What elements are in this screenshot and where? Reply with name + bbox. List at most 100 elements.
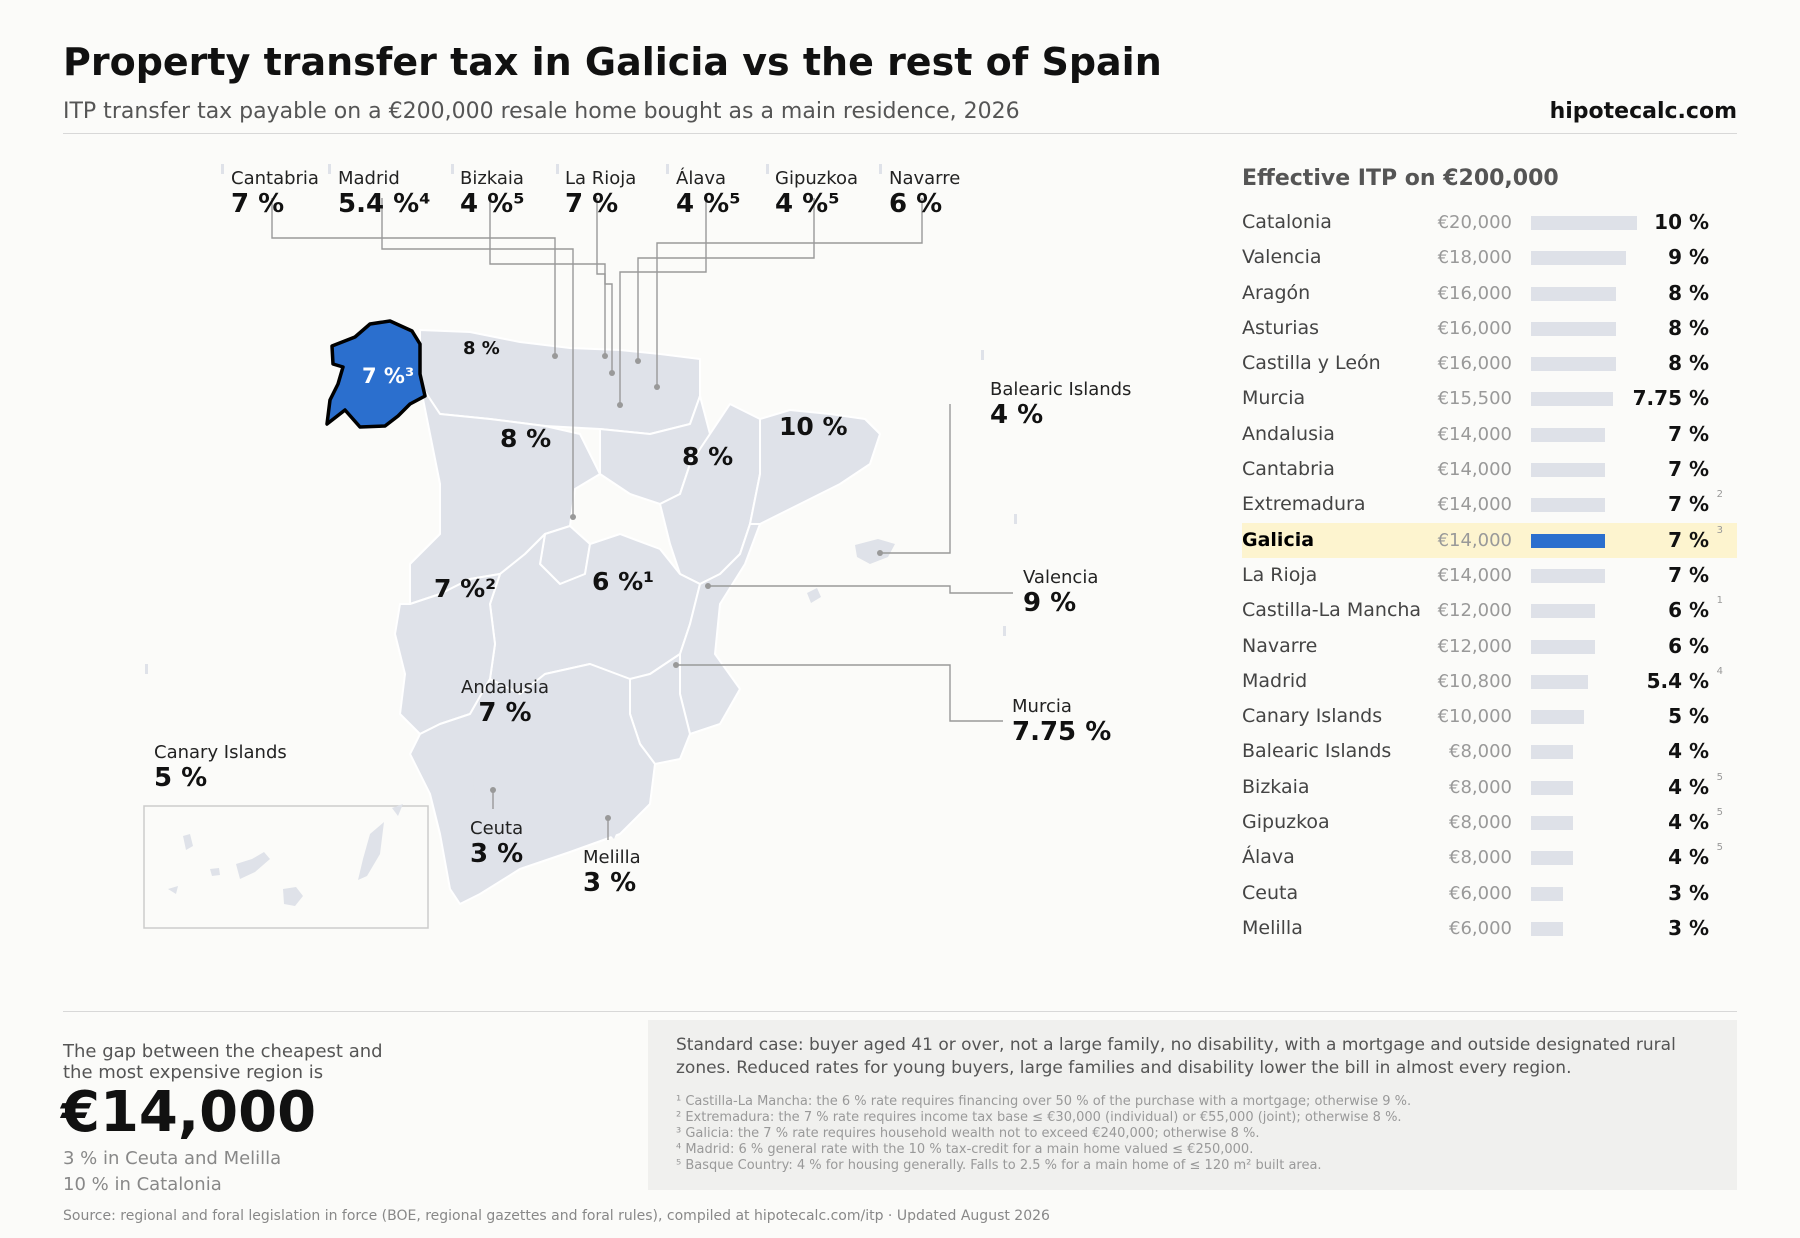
notes-box: Standard case: buyer aged 41 or over, no… (648, 1020, 1737, 1190)
row-bar (1531, 251, 1626, 266)
callout-name: Andalusia (461, 677, 549, 698)
row-amount-label: €12,000 (1437, 600, 1512, 622)
row-amount-label: €10,000 (1437, 706, 1512, 728)
row-rate-label: 4 % (1668, 810, 1709, 835)
callout-name: Valencia (1023, 567, 1099, 588)
ranking-row: Castilla y León €16,000 8 % (1242, 346, 1737, 381)
footer-divider (63, 1011, 1737, 1012)
row-bar (1531, 886, 1563, 901)
ranking-row: Ceuta €6,000 3 % (1242, 876, 1737, 911)
row-amount-label: €14,000 (1437, 423, 1512, 445)
callout-name: Melilla (583, 847, 641, 868)
row-amount-label: €20,000 (1437, 212, 1512, 233)
row-rate-label: 8 % (1668, 315, 1709, 340)
ranking-row: Andalusia €14,000 7 % (1242, 417, 1737, 452)
row-region-label: Catalonia (1242, 211, 1332, 233)
callout-name: Navarre (889, 168, 961, 189)
footnote-4: ⁴ Madrid: 6 % general rate with the 10 %… (676, 1142, 1254, 1157)
row-bar (1531, 216, 1637, 230)
row-region-label: Canary Islands (1242, 705, 1383, 728)
callout-andalusia: Andalusia 7 % (460, 677, 550, 728)
map-svg (143, 164, 1017, 929)
footnote-1: ¹ Castilla-La Mancha: the 6 % rate requi… (676, 1094, 1412, 1109)
ranking-row: Asturias €16,000 8 % (1242, 311, 1737, 346)
row-footnote-marker: 5 (1716, 842, 1723, 854)
row-region-label: Galicia (1242, 528, 1315, 551)
row-region-label: Bizkaia (1242, 775, 1310, 798)
row-amount-label: €16,000 (1437, 353, 1512, 375)
row-bar (1531, 321, 1616, 336)
label-castilla-leon: 8 % (500, 424, 552, 453)
callout-name: Ceuta (470, 818, 524, 839)
label-castilla-la-mancha: 6 %¹ (592, 567, 655, 596)
row-region-label: La Rioja (1242, 563, 1318, 586)
row-amount-label: €6,000 (1449, 917, 1512, 939)
ranking-table: Catalonia €20,000 10 % Valencia €18,000 9 % Ar… (1242, 205, 1737, 946)
gap-label: The gap between the cheapest and the mos… (63, 1041, 383, 1083)
row-region-label: Murcia (1242, 387, 1306, 410)
ranking-row: Cantabria €14,000 7 % (1242, 452, 1737, 487)
row-rate-label: 5.4 % (1646, 668, 1709, 693)
callout-madrid: Madrid 5.4 %⁴ (338, 168, 431, 219)
ranking-row: Navarre €12,000 6 % (1242, 629, 1737, 664)
source-line: Source: regional and foral legislation i… (63, 1208, 1050, 1224)
row-bar (1531, 604, 1595, 619)
notes-main-text: Standard case: buyer aged 41 or over, no… (676, 1035, 1676, 1078)
row-region-label: Andalusia (1242, 422, 1335, 445)
ranking-row: Balearic Islands €8,000 4 % (1242, 734, 1737, 769)
ranking-row: Aragón €16,000 8 % (1242, 276, 1737, 311)
callout-melilla: Melilla 3 % (583, 847, 641, 898)
row-rate-label: 7 % (1668, 562, 1709, 587)
row-rate-label: 5 % (1668, 704, 1709, 729)
callout-value: 4 %⁵ (676, 189, 741, 219)
row-rate-label: 3 % (1668, 880, 1709, 905)
row-rate-label: 7.75 % (1632, 386, 1709, 411)
ranking-row: Gipuzkoa €8,000 4 % 5 (1242, 805, 1737, 840)
callout-name: Cantabria (231, 168, 319, 189)
callout-value: 9 % (1023, 588, 1077, 618)
callout-value: 6 % (889, 189, 943, 219)
callout-name: Balearic Islands (990, 379, 1132, 400)
ranking-row: Madrid €10,800 5.4 % 4 (1242, 664, 1737, 699)
spain-map: Cantabria 7 % Madrid 5.4 %⁴ Bizkaia 4 %⁵… (0, 134, 1230, 974)
callout-alava: Álava 4 %⁵ (676, 168, 741, 219)
row-region-label: Castilla-La Mancha (1242, 599, 1422, 622)
row-bar (1531, 463, 1605, 478)
ranking-row: Valencia €18,000 9 % (1242, 240, 1737, 275)
row-rate-label: 3 % (1668, 915, 1709, 940)
row-region-label: Cantabria (1242, 458, 1335, 481)
row-region-label: Castilla y León (1242, 352, 1381, 375)
row-bar (1531, 921, 1563, 936)
ranking-row: Galicia €14,000 7 % 3 (1242, 522, 1737, 558)
callout-name: Gipuzkoa (775, 168, 859, 189)
row-amount-label: €8,000 (1449, 812, 1512, 834)
callout-value: 3 % (470, 839, 524, 869)
ranking-row: Extremadura €14,000 7 % 2 (1242, 487, 1737, 522)
region-catalonia (749, 409, 881, 525)
row-amount-label: €8,000 (1449, 741, 1512, 763)
leader-dots (490, 353, 883, 821)
row-rate-label: 8 % (1668, 280, 1709, 305)
row-footnote-marker: 4 (1716, 665, 1723, 677)
ranking-row: Catalonia €20,000 10 % (1242, 205, 1737, 240)
row-rate-label: 7 % (1668, 457, 1709, 482)
leader-lines (271, 198, 1013, 840)
brand-link[interactable]: hipotecalc.com (1549, 99, 1737, 124)
row-region-label: Valencia (1242, 246, 1322, 269)
row-footnote-marker: 5 (1716, 771, 1723, 783)
row-region-label: Balearic Islands (1242, 740, 1392, 763)
gap-value: €14,000 (61, 1080, 317, 1145)
row-rate-label: 6 % (1668, 598, 1709, 623)
ceuta-melilla (473, 774, 620, 839)
label-catalonia: 10 % (779, 412, 848, 441)
mainland-spain (394, 329, 881, 905)
row-bar (1531, 710, 1584, 725)
ranking-row: Álava €8,000 4 % 5 (1242, 840, 1737, 875)
page-title: Property transfer tax in Galicia vs the … (63, 40, 1162, 84)
callout-murcia: Murcia 7.75 % (1012, 696, 1111, 747)
ranking-row: Bizkaia €8,000 4 % 5 (1242, 770, 1737, 805)
callout-name: Murcia (1012, 696, 1072, 717)
row-amount-label: €16,000 (1437, 317, 1512, 339)
ranking-row: Canary Islands €10,000 5 % (1242, 699, 1737, 734)
row-region-label: Madrid (1242, 669, 1308, 692)
